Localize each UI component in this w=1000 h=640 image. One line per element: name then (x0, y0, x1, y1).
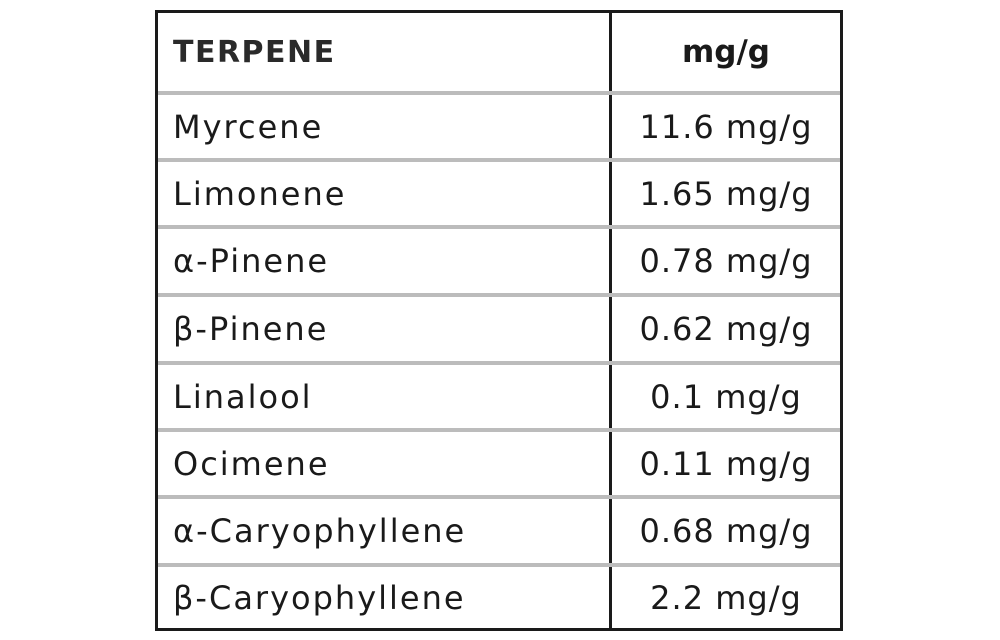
terpene-value: 0.1 mg/g (650, 377, 802, 416)
terpene-table: TERPENE mg/g Myrcene 11.6 mg/g Limonene … (155, 10, 843, 631)
terpene-value: 0.62 mg/g (639, 310, 813, 348)
terpene-name: β-Caryophyllene (173, 578, 466, 617)
table-row: α-Caryophyllene 0.68 mg/g (158, 495, 840, 563)
terpene-name: α-Caryophyllene (173, 512, 467, 550)
terpene-value: 0.78 mg/g (639, 242, 813, 280)
terpene-value: 0.68 mg/g (639, 512, 813, 550)
table-row: Myrcene 11.6 mg/g (158, 91, 840, 158)
terpene-name: β-Pinene (173, 310, 329, 348)
terpene-name: Ocimene (173, 444, 330, 483)
table-row: β-Caryophyllene 2.2 mg/g (158, 563, 840, 628)
table-row: Limonene 1.65 mg/g (158, 158, 840, 225)
table-row: β-Pinene 0.62 mg/g (158, 293, 840, 361)
terpene-value: 11.6 mg/g (639, 107, 813, 146)
terpene-name: Myrcene (173, 107, 324, 146)
terpene-value: 2.2 mg/g (650, 578, 802, 617)
table-header-row: TERPENE mg/g (158, 13, 840, 91)
terpene-name: Limonene (173, 174, 347, 213)
terpene-name: α-Pinene (173, 242, 330, 280)
table-row: α-Pinene 0.78 mg/g (158, 225, 840, 293)
column-divider (609, 13, 612, 628)
terpene-name: Linalool (173, 377, 313, 416)
terpene-value: 1.65 mg/g (639, 174, 813, 213)
header-mg-per-g: mg/g (681, 34, 770, 70)
table-row: Ocimene 0.11 mg/g (158, 428, 840, 495)
table-row: Linalool 0.1 mg/g (158, 361, 840, 428)
header-terpene: TERPENE (173, 34, 336, 70)
terpene-value: 0.11 mg/g (639, 444, 813, 483)
